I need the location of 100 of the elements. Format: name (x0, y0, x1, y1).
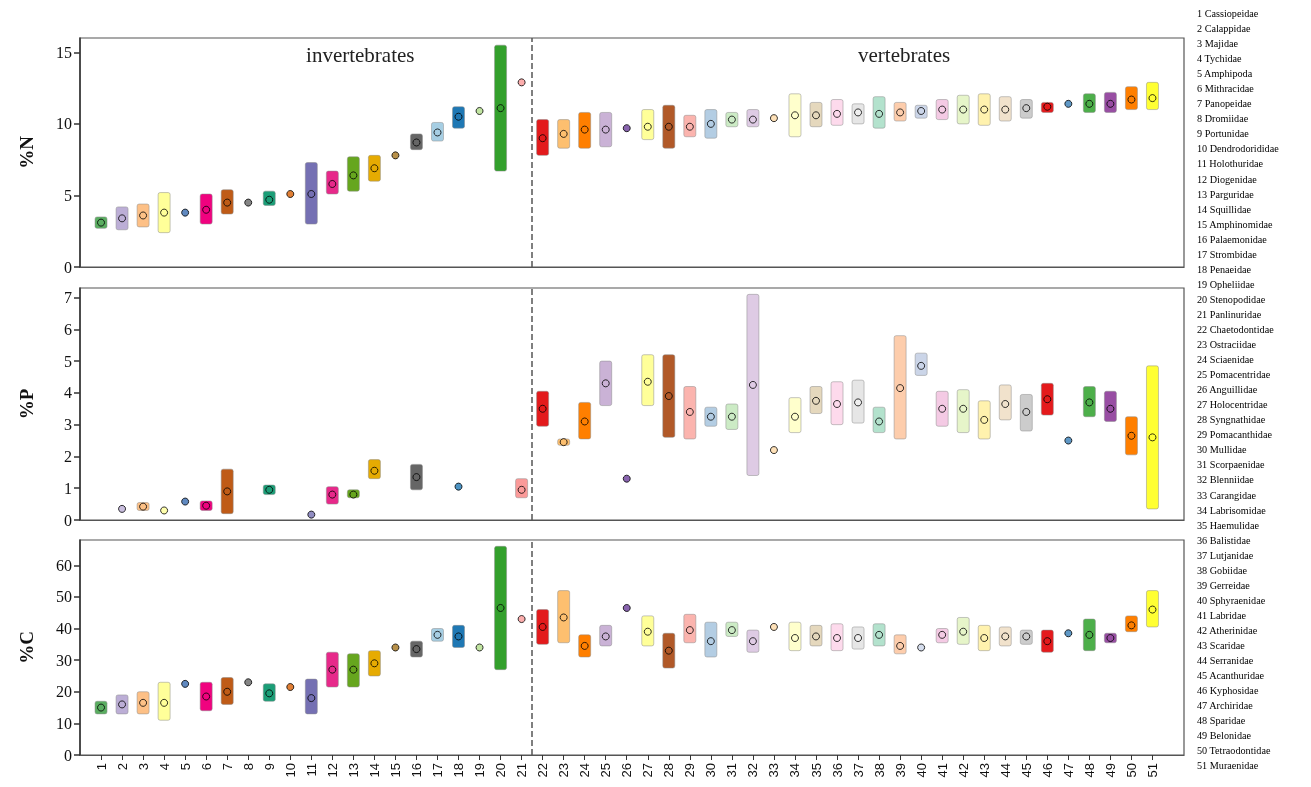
y-tick-label: 4 (64, 384, 72, 402)
y-tick-label: 0 (64, 258, 72, 276)
text: 50 Tetraodontidae (1197, 744, 1272, 759)
x-tick-label: 11 (303, 763, 319, 777)
text: 42 Atherinidae (1197, 623, 1259, 638)
y-tick-label: 10 (56, 714, 72, 732)
text: 13 Parguridae (1197, 187, 1255, 202)
x-tick-label: 6 (198, 763, 214, 771)
x-tick-label: 5 (177, 763, 193, 771)
text: 36 Balistidae (1197, 533, 1252, 548)
text: 34 Labrisomidae (1197, 503, 1267, 518)
text: 40 Sphyraenidae (1197, 593, 1267, 608)
x-tick-label: 50 (1123, 763, 1139, 778)
y-tick-label: 50 (56, 588, 72, 606)
x-tick-label: 23 (556, 763, 572, 778)
x-tick-label: 34 (787, 763, 803, 778)
annotation: vertebrates (858, 42, 951, 67)
y-axis-title: %C (16, 631, 37, 664)
x-tick-label: 20 (493, 763, 509, 778)
x-tick-label: 9 (261, 763, 277, 771)
text: 26 Anguillidae (1197, 383, 1259, 398)
x-tick-label: 10 (282, 763, 298, 778)
text: 5 Amphipoda (1197, 67, 1254, 82)
x-tick-label: 28 (661, 763, 677, 778)
x-tick-label: 26 (619, 763, 635, 778)
x-tick-label: 21 (514, 763, 530, 778)
x-tick-label: 48 (1081, 763, 1097, 778)
x-tick-label: 36 (829, 763, 845, 778)
y-tick-label: 15 (56, 43, 72, 61)
x-tick-label: 1 (93, 763, 109, 771)
x-tick-label: 30 (703, 763, 719, 778)
y-tick-label: 2 (64, 447, 72, 465)
text: 32 Blenniidae (1197, 473, 1255, 488)
x-tick-label: 4 (156, 763, 172, 771)
text: 4 Tychidae (1197, 52, 1243, 67)
text: 45 Acanthuridae (1197, 669, 1266, 684)
text: 49 Belonidae (1197, 729, 1253, 744)
y-tick-label: 1 (64, 479, 72, 497)
text: 46 Kyphosidae (1197, 684, 1260, 699)
text: 9 Portunidae (1197, 127, 1250, 142)
text: 38 Gobiidae (1197, 563, 1249, 578)
x-tick-label: 44 (997, 763, 1013, 778)
text: 29 Pomacanthidae (1197, 428, 1273, 443)
text: 7 Panopeidae (1197, 97, 1253, 112)
x-tick-label: 16 (408, 763, 424, 778)
x-tick-label: 25 (598, 763, 614, 778)
y-tick-label: 7 (64, 289, 72, 307)
x-tick-label: 45 (1018, 763, 1034, 778)
annotation: invertebrates (306, 42, 415, 67)
text: 24 Sciaenidae (1197, 353, 1255, 368)
text: 48 Sparidae (1197, 714, 1247, 729)
text: 44 Serranidae (1197, 654, 1255, 668)
y-tick-label: 5 (64, 186, 72, 204)
y-tick-label: 0 (64, 511, 72, 529)
text: 11 Holothuridae (1197, 157, 1265, 172)
y-tick-label: 10 (56, 115, 72, 133)
x-tick-label: 7 (219, 763, 235, 771)
text: 10 Dendrodorididae (1197, 142, 1280, 157)
text: 19 Opheliidae (1197, 277, 1256, 292)
text: 16 Palaemonidae (1197, 232, 1268, 247)
text: 17 Strombidae (1197, 247, 1258, 262)
text: 47 Archiridae (1197, 699, 1254, 714)
text: 14 Squillidae (1197, 202, 1253, 217)
y-tick-label: 5 (64, 352, 72, 370)
text: 51 Muraenidae (1197, 759, 1260, 774)
text: 35 Haemulidae (1197, 518, 1260, 533)
y-tick-label: 20 (56, 683, 72, 701)
y-tick-label: 40 (56, 620, 72, 638)
x-tick-label: 13 (345, 763, 361, 778)
x-tick-label: 43 (976, 763, 992, 778)
y-axis-title: %N (16, 135, 37, 169)
x-tick-label: 29 (682, 763, 698, 778)
x-tick-label: 14 (366, 763, 382, 778)
x-tick-label: 38 (871, 763, 887, 778)
x-tick-label: 32 (745, 763, 761, 778)
y-tick-label: 60 (56, 556, 72, 574)
text: 23 Ostraciidae (1197, 338, 1258, 353)
x-tick-label: 12 (324, 763, 340, 778)
x-tick-label: 47 (1060, 763, 1076, 778)
x-tick-label: 31 (724, 763, 740, 778)
x-tick-label: 17 (429, 763, 445, 778)
y-tick-label: 6 (64, 320, 72, 338)
text: 20 Stenopodidae (1197, 292, 1267, 307)
x-tick-label: 18 (451, 763, 467, 778)
text: 41 Labridae (1197, 608, 1247, 623)
text: 12 Diogenidae (1197, 172, 1258, 187)
text: 6 Mithracidae (1197, 82, 1255, 97)
text: 21 Panlinuridae (1197, 307, 1263, 322)
x-tick-label: 37 (850, 763, 866, 778)
text: 28 Syngnathidae (1197, 413, 1267, 428)
x-tick-label: 51 (1144, 763, 1160, 778)
text: 1 Cassiopeidae (1197, 7, 1260, 21)
x-tick-label: 15 (387, 763, 403, 778)
text: 43 Scaridae (1197, 638, 1246, 653)
x-tick-label: 35 (808, 763, 824, 778)
y-tick-label: 3 (64, 416, 72, 434)
y-tick-label: 0 (64, 746, 72, 764)
text: 8 Dromiidae (1197, 112, 1250, 127)
x-tick-label: 27 (640, 763, 656, 778)
x-tick-label: 19 (472, 763, 488, 778)
